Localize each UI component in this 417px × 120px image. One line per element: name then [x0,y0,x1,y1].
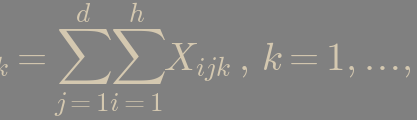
Text: $R_{k} = \sum_{j=1}^{d}\sum_{i=1}^{h} X_{ijk}\,,\, k = 1,\ldots,n.$: $R_{k} = \sum_{j=1}^{d}\sum_{i=1}^{h} X_… [0,1,417,119]
